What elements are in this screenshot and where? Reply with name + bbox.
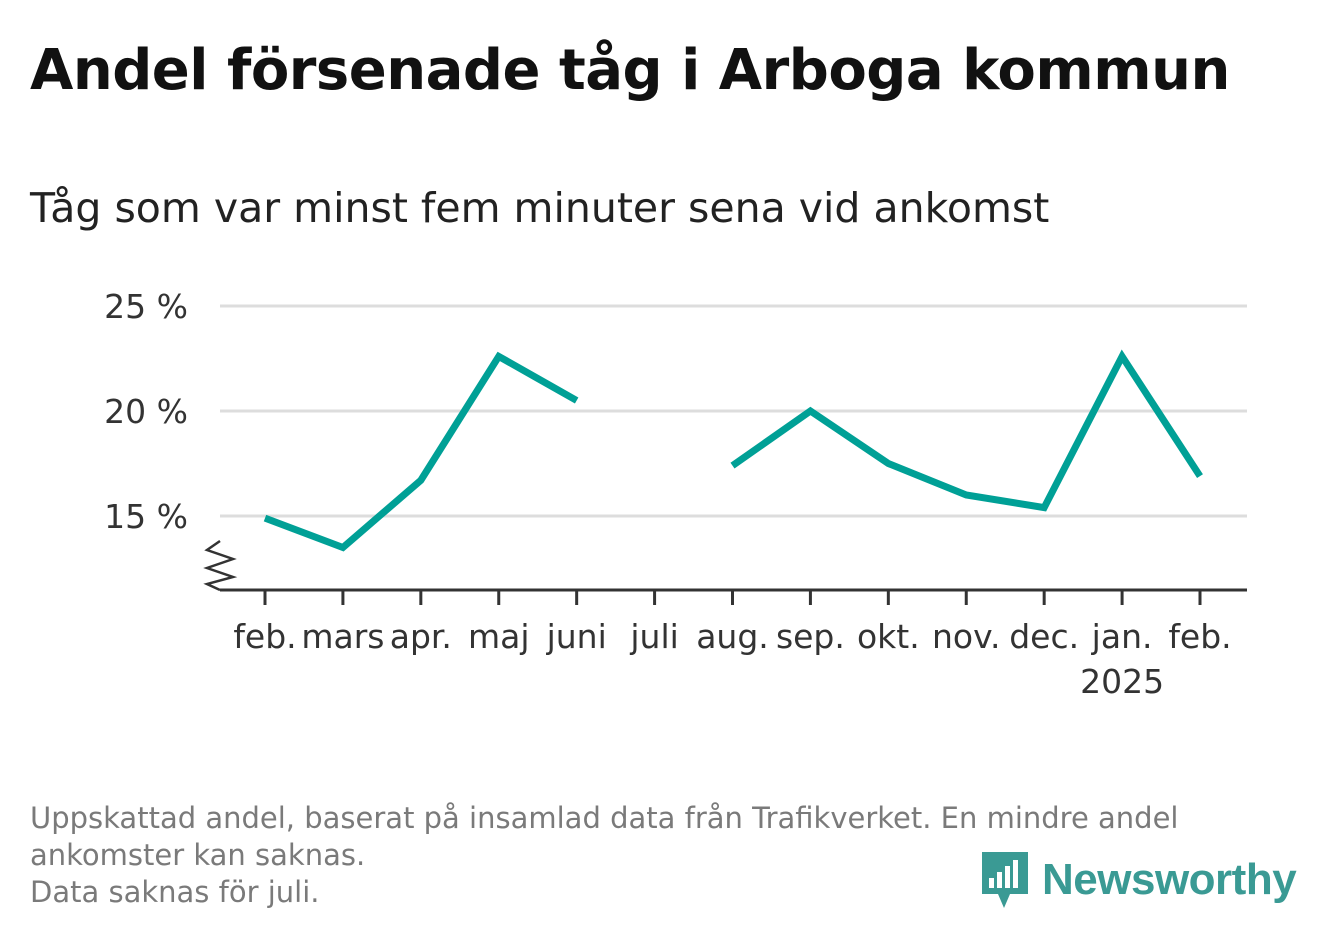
x-tick-label: apr. (390, 617, 452, 656)
newsworthy-logo-icon (982, 852, 1028, 908)
x-tick-label: feb. (1168, 617, 1231, 656)
series-line (263, 351, 579, 552)
series-line (730, 349, 1203, 512)
data-point (262, 515, 268, 521)
data-point (1041, 505, 1047, 511)
x-tick-label: nov. (932, 617, 1001, 656)
x-tick-label: juni (546, 617, 607, 656)
data-point (418, 477, 424, 483)
data-point (1119, 353, 1125, 359)
line-chart: 15 %20 %25 %feb. mars apr. maj juni juli aug. s… (104, 287, 1247, 701)
y-tick-label: 20 % (104, 392, 188, 431)
x-tick-label: jan. (1091, 617, 1153, 656)
chart-footnote: Uppskattad andel, baserat på insamlad da… (30, 800, 1290, 911)
data-point (807, 408, 813, 414)
data-point (496, 353, 502, 359)
x-tick-label: maj (468, 617, 530, 656)
y-axis-break-mark (203, 539, 238, 592)
x-tick-label: sep. (776, 617, 845, 656)
logo-text: Newsworthy (1042, 855, 1297, 904)
y-tick-label: 25 % (104, 287, 188, 326)
x-tick-label: mars (301, 617, 384, 656)
data-point (730, 463, 736, 469)
chart-title: Andel försenade tåg i Arboga kommun (30, 38, 1230, 103)
y-tick-label: 15 % (104, 497, 188, 536)
x-tick-label: feb. (233, 617, 296, 656)
x-tick-label: juli (629, 617, 678, 656)
x-tick-sublabel: 2025 (1080, 662, 1164, 701)
data-point (963, 492, 969, 498)
x-tick-label: dec. (1009, 617, 1079, 656)
footnote-line-2: ankomster kan saknas. (30, 838, 366, 872)
data-point (885, 461, 891, 467)
data-point (1197, 473, 1203, 479)
x-tick-label: okt. (857, 617, 920, 656)
footnote-line-1: Uppskattad andel, baserat på insamlad da… (30, 801, 1179, 835)
x-tick-label: aug. (696, 617, 769, 656)
newsworthy-logo: Newsworthy (980, 850, 1297, 910)
data-point (574, 398, 580, 404)
chart-subtitle: Tåg som var minst fem minuter sena vid a… (30, 184, 1050, 232)
footnote-line-3: Data saknas för juli. (30, 875, 320, 909)
data-point (340, 545, 346, 551)
